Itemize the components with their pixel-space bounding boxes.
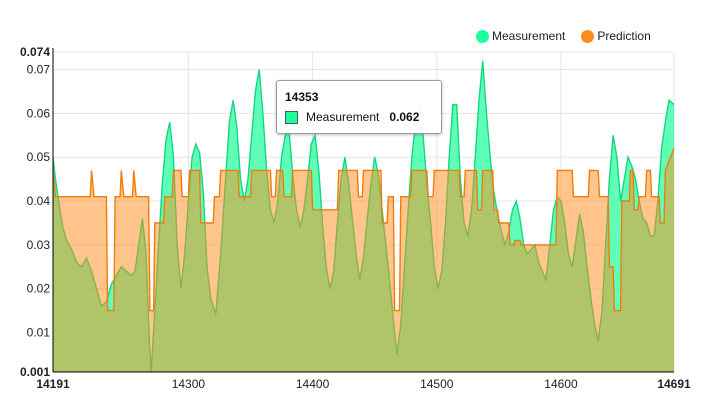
y-tick-label: 0.05	[27, 150, 51, 164]
y-tick-label: 0.001	[20, 365, 50, 379]
y-tick-label: 0.04	[27, 194, 51, 208]
prediction-area	[53, 148, 674, 372]
legend: Measurement Prediction	[476, 29, 667, 43]
tooltip-value: 0.062	[389, 110, 420, 124]
tooltip-swatch-icon	[285, 110, 298, 124]
x-tick-label: 14191	[36, 377, 70, 391]
series-areas	[52, 60, 675, 373]
chart-tooltip: 14353 Measurement 0.062	[276, 80, 442, 134]
legend-label-measurement: Measurement	[492, 29, 566, 43]
tooltip-row: Measurement 0.062	[285, 110, 419, 124]
legend-item-prediction[interactable]: Prediction	[581, 29, 651, 43]
axes: 0.001 0.01 0.02 0.03 0.04 0.05 0.06 0.07 0.074 14…	[20, 45, 691, 391]
y-tick-label: 0.02	[27, 282, 51, 296]
x-tick-label: 14400	[296, 377, 330, 391]
measurement-dot-icon	[476, 29, 489, 43]
y-tick-label: 0.03	[27, 238, 51, 252]
legend-item-measurement[interactable]: Measurement	[476, 29, 565, 43]
legend-label-prediction: Prediction	[597, 29, 651, 43]
y-tick-label: 0.074	[20, 45, 50, 59]
x-tick-label: 14500	[420, 377, 454, 391]
y-tick-label: 0.07	[27, 63, 51, 77]
prediction-line	[52, 148, 675, 312]
x-tick-label: 14300	[172, 377, 206, 391]
tooltip-title: 14353	[285, 90, 319, 104]
y-tick-label: 0.06	[27, 106, 51, 120]
prediction-dot-icon	[581, 29, 595, 43]
x-tick-label: 14691	[657, 377, 691, 391]
x-tick-label: 14600	[544, 377, 578, 391]
tooltip-label: Measurement	[306, 110, 380, 124]
y-tick-label: 0.01	[27, 326, 51, 340]
